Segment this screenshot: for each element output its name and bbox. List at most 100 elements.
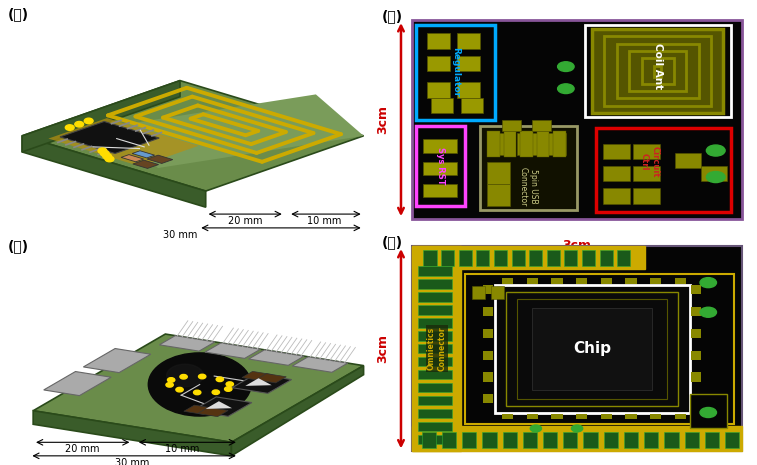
Bar bbox=[563, 432, 578, 448]
Polygon shape bbox=[232, 374, 291, 393]
Bar bbox=[441, 250, 454, 266]
Bar bbox=[529, 250, 542, 266]
Bar bbox=[701, 166, 727, 181]
Text: 5pin USB
Connector: 5pin USB Connector bbox=[519, 167, 538, 206]
Bar bbox=[604, 36, 711, 106]
Bar bbox=[705, 432, 719, 448]
Bar bbox=[674, 278, 686, 284]
Text: 10 mm: 10 mm bbox=[165, 444, 199, 454]
Text: (라): (라) bbox=[382, 235, 403, 249]
Bar bbox=[423, 162, 457, 175]
Circle shape bbox=[101, 151, 109, 156]
Bar bbox=[484, 351, 493, 359]
Bar bbox=[418, 332, 452, 340]
Bar bbox=[418, 358, 452, 366]
Polygon shape bbox=[184, 405, 214, 414]
Bar bbox=[465, 273, 734, 424]
Bar bbox=[461, 98, 484, 113]
Bar bbox=[527, 414, 538, 419]
Text: (가): (가) bbox=[8, 7, 29, 21]
Bar bbox=[494, 285, 690, 412]
Circle shape bbox=[558, 84, 574, 93]
Bar bbox=[512, 250, 525, 266]
Bar bbox=[457, 33, 480, 49]
Bar bbox=[503, 131, 516, 157]
Bar bbox=[576, 278, 587, 284]
Bar bbox=[725, 432, 740, 448]
Polygon shape bbox=[132, 151, 154, 158]
Bar bbox=[416, 126, 465, 206]
Bar bbox=[629, 51, 686, 91]
Bar bbox=[442, 432, 456, 448]
Bar bbox=[600, 278, 612, 284]
Circle shape bbox=[148, 353, 251, 416]
Bar bbox=[418, 370, 452, 379]
Bar bbox=[674, 153, 701, 168]
Polygon shape bbox=[33, 411, 232, 456]
Bar bbox=[532, 308, 652, 390]
Bar bbox=[576, 414, 587, 419]
Circle shape bbox=[217, 377, 223, 382]
Bar bbox=[584, 432, 598, 448]
Circle shape bbox=[98, 148, 107, 153]
Bar bbox=[418, 306, 452, 314]
Bar bbox=[480, 126, 577, 210]
Polygon shape bbox=[205, 343, 260, 359]
Bar bbox=[691, 307, 701, 316]
Bar bbox=[462, 432, 476, 448]
Bar bbox=[617, 250, 631, 266]
Bar bbox=[413, 246, 644, 269]
Polygon shape bbox=[48, 118, 198, 166]
Bar bbox=[427, 33, 450, 49]
Bar bbox=[592, 29, 723, 113]
Bar bbox=[544, 133, 566, 155]
Circle shape bbox=[103, 153, 111, 159]
Text: 3cm: 3cm bbox=[375, 334, 389, 363]
Bar bbox=[596, 128, 731, 213]
Bar bbox=[565, 250, 578, 266]
Bar bbox=[691, 372, 701, 381]
Circle shape bbox=[167, 378, 175, 382]
Text: Coil Ant: Coil Ant bbox=[653, 43, 662, 89]
Bar bbox=[650, 278, 661, 284]
Bar bbox=[502, 414, 513, 419]
Circle shape bbox=[558, 62, 574, 72]
Bar bbox=[476, 250, 490, 266]
Bar bbox=[488, 162, 509, 184]
Bar bbox=[547, 250, 560, 266]
Circle shape bbox=[198, 374, 206, 379]
Bar bbox=[472, 286, 485, 299]
Bar bbox=[457, 56, 480, 71]
Bar bbox=[418, 279, 452, 289]
Bar bbox=[517, 133, 540, 155]
Bar bbox=[691, 285, 701, 294]
Bar bbox=[413, 246, 742, 451]
Bar bbox=[427, 82, 450, 98]
Circle shape bbox=[180, 374, 187, 379]
Bar bbox=[413, 20, 742, 219]
Text: 10 mm: 10 mm bbox=[307, 216, 341, 226]
Bar bbox=[488, 131, 500, 157]
Bar bbox=[690, 394, 727, 428]
Bar bbox=[491, 286, 504, 299]
Text: 20 mm: 20 mm bbox=[228, 216, 263, 226]
Bar bbox=[413, 246, 461, 451]
Circle shape bbox=[176, 387, 183, 392]
Bar bbox=[537, 131, 550, 157]
Bar bbox=[582, 250, 595, 266]
Bar bbox=[416, 25, 494, 120]
Text: Chip: Chip bbox=[573, 341, 611, 356]
Circle shape bbox=[65, 125, 74, 130]
Bar bbox=[431, 98, 453, 113]
Bar bbox=[484, 394, 493, 404]
Bar bbox=[634, 144, 659, 159]
Polygon shape bbox=[232, 365, 363, 456]
Bar bbox=[502, 120, 521, 131]
Bar bbox=[517, 299, 667, 399]
Text: Circuit
Ctrl: Circuit Ctrl bbox=[640, 146, 659, 178]
Circle shape bbox=[530, 425, 541, 432]
Bar bbox=[520, 131, 533, 157]
Bar bbox=[665, 432, 678, 448]
Text: Sys RST: Sys RST bbox=[436, 147, 445, 185]
Polygon shape bbox=[111, 94, 363, 168]
